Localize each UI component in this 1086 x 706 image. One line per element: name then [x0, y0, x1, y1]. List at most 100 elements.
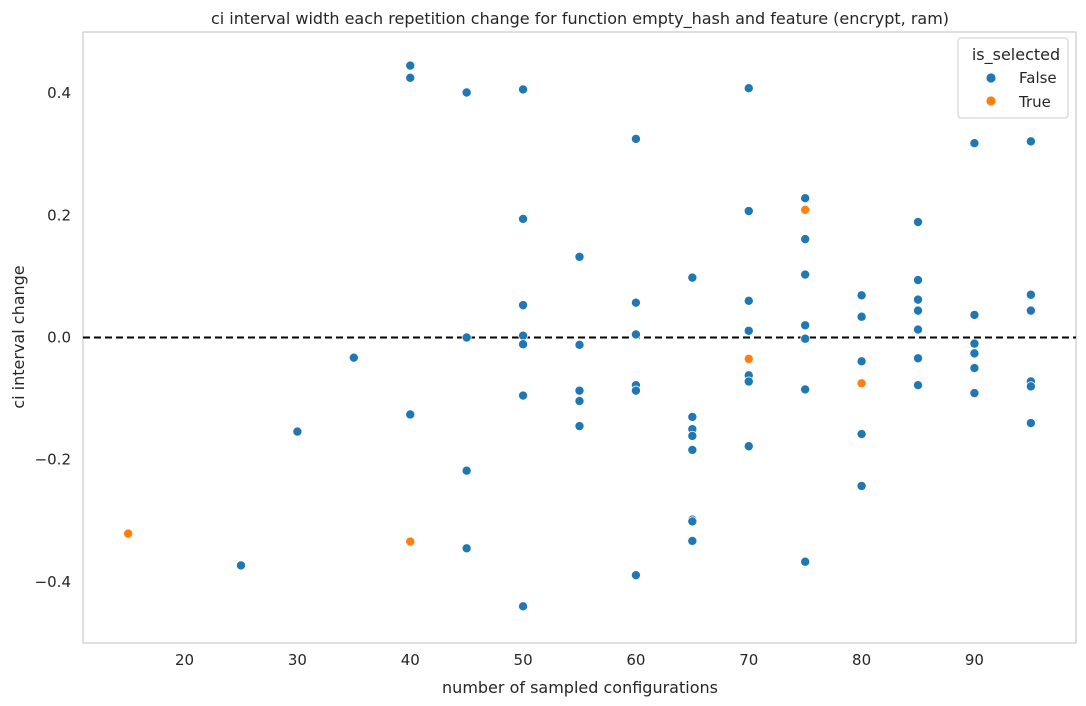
point-false — [856, 311, 867, 322]
point-false — [913, 294, 924, 305]
point-false — [913, 380, 924, 391]
y-tick-label: 0.4 — [47, 84, 71, 102]
point-false — [856, 429, 867, 440]
point-true — [856, 378, 867, 389]
point-false — [687, 430, 698, 441]
point-false — [687, 516, 698, 527]
data-points — [123, 60, 1036, 612]
point-false — [630, 297, 641, 308]
point-false — [856, 480, 867, 491]
point-false — [574, 385, 585, 396]
x-axis-ticks: 20 30 40 50 60 70 80 90 — [175, 651, 984, 669]
point-false — [518, 601, 529, 612]
point-true — [405, 536, 416, 547]
point-false — [1025, 289, 1036, 300]
point-false — [969, 309, 980, 320]
point-false — [574, 421, 585, 432]
point-false — [518, 339, 529, 350]
point-false — [348, 352, 359, 363]
x-tick-label: 80 — [852, 651, 871, 669]
y-axis-label: ci interval change — [9, 265, 28, 408]
point-false — [1025, 305, 1036, 316]
point-false — [856, 356, 867, 367]
legend-label-false: False — [1019, 69, 1057, 87]
point-false — [687, 535, 698, 546]
legend-box — [957, 37, 1069, 119]
point-false — [743, 441, 754, 452]
legend: is_selected False True — [957, 37, 1069, 119]
point-false — [800, 193, 811, 204]
point-false — [461, 465, 472, 476]
point-false — [913, 217, 924, 228]
point-false — [518, 390, 529, 401]
point-false — [1025, 418, 1036, 429]
point-false — [800, 556, 811, 567]
point-false — [800, 333, 811, 344]
point-false — [687, 411, 698, 422]
point-false — [743, 376, 754, 387]
point-false — [687, 272, 698, 283]
point-false — [630, 329, 641, 340]
point-false — [800, 320, 811, 331]
point-false — [743, 206, 754, 217]
point-false — [800, 234, 811, 245]
point-false — [743, 325, 754, 336]
point-false — [743, 295, 754, 306]
point-false — [405, 72, 416, 83]
legend-marker-true — [985, 95, 997, 107]
point-false — [292, 426, 303, 437]
point-false — [913, 353, 924, 364]
point-false — [969, 138, 980, 149]
point-false — [800, 384, 811, 395]
point-false — [969, 348, 980, 359]
y-tick-label: 0.0 — [47, 329, 71, 347]
point-false — [461, 332, 472, 343]
x-tick-label: 30 — [288, 651, 307, 669]
point-false — [461, 87, 472, 98]
y-tick-label: −0.2 — [35, 451, 71, 469]
point-false — [913, 305, 924, 316]
point-false — [913, 324, 924, 335]
point-false — [630, 385, 641, 396]
point-false — [574, 251, 585, 262]
y-tick-label: −0.4 — [35, 573, 71, 591]
point-false — [405, 60, 416, 71]
point-false — [743, 83, 754, 94]
point-false — [913, 275, 924, 286]
y-axis-ticks: −0.4 −0.2 0.0 0.2 0.4 — [35, 84, 71, 591]
point-false — [461, 543, 472, 554]
point-false — [1025, 136, 1036, 147]
legend-label-true: True — [1018, 93, 1051, 111]
x-tick-label: 40 — [401, 651, 420, 669]
point-false — [574, 396, 585, 407]
point-true — [743, 353, 754, 364]
x-tick-label: 20 — [175, 651, 194, 669]
x-tick-label: 60 — [626, 651, 645, 669]
point-false — [235, 560, 246, 571]
chart-title: ci interval width each repetition change… — [211, 9, 949, 29]
point-false — [1025, 381, 1036, 392]
x-axis-label: number of sampled configurations — [442, 678, 718, 697]
y-tick-label: 0.2 — [47, 206, 71, 224]
point-true — [123, 528, 134, 539]
point-false — [518, 84, 529, 95]
x-tick-label: 50 — [514, 651, 533, 669]
point-false — [574, 339, 585, 350]
point-false — [518, 330, 529, 341]
point-true — [800, 204, 811, 215]
point-false — [518, 300, 529, 311]
point-false — [518, 213, 529, 224]
point-false — [630, 133, 641, 144]
point-false — [405, 409, 416, 420]
legend-title: is_selected — [972, 45, 1060, 65]
point-false — [630, 570, 641, 581]
point-false — [969, 338, 980, 349]
legend-marker-false — [985, 72, 997, 84]
x-tick-label: 70 — [739, 651, 758, 669]
point-false — [687, 444, 698, 455]
point-false — [800, 269, 811, 280]
point-false — [969, 388, 980, 399]
point-false — [856, 290, 867, 301]
point-false — [969, 363, 980, 374]
